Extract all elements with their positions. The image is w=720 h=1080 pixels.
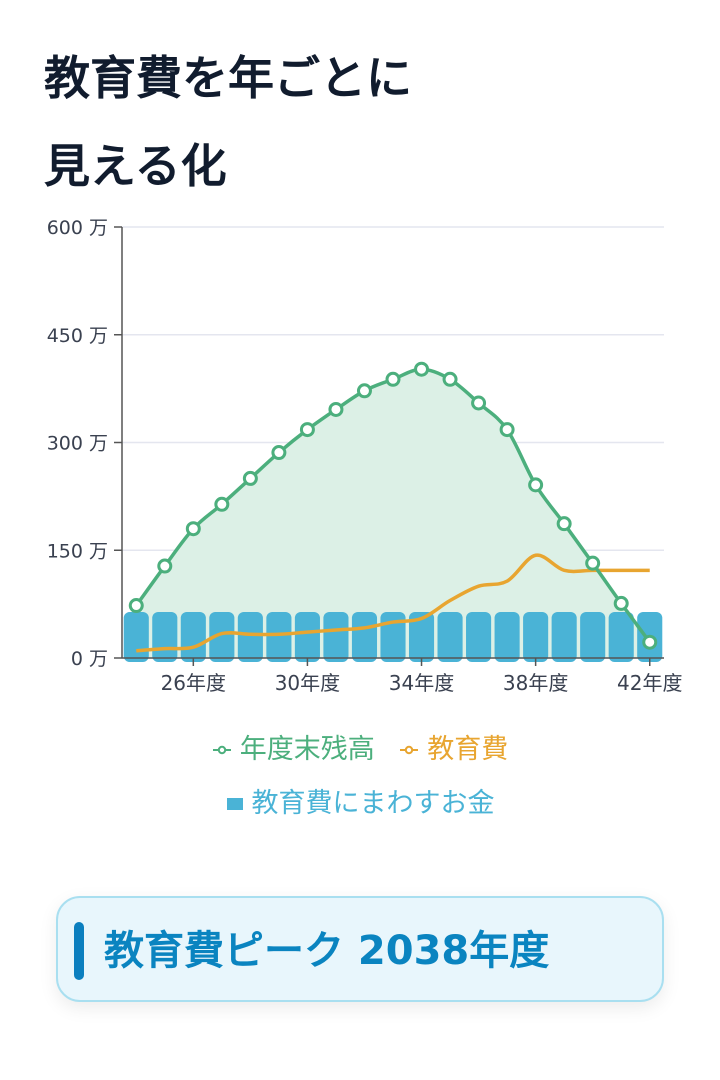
legend-label-balance: 年度末残高 [239, 734, 375, 765]
y-tick-label: 150 万 [47, 540, 108, 562]
balance-point[interactable] [414, 361, 430, 377]
balance-point[interactable] [642, 634, 658, 650]
y-tick-label: 300 万 [47, 433, 108, 455]
allocation-bar[interactable] [180, 612, 206, 662]
peak-info-card: 教育費ピーク 2038年度 [56, 896, 664, 1002]
allocation-bar[interactable] [237, 612, 263, 662]
legend-row-1: 年度末残高 教育費 [0, 728, 720, 770]
x-tick-label: 34年度 [389, 671, 454, 695]
balance-point[interactable] [442, 371, 458, 387]
x-tick-label: 26年度 [161, 671, 226, 695]
balance-point[interactable] [528, 477, 544, 493]
balance-point[interactable] [185, 521, 201, 537]
allocation-bar[interactable] [294, 612, 320, 662]
page-title: 教育費を年ごとに 見える化 [44, 34, 684, 210]
peak-label: 教育費ピーク 2038年度 [104, 928, 550, 974]
balance-point[interactable] [328, 401, 344, 417]
balance-point[interactable] [499, 422, 515, 438]
legend-line-marker-icon [400, 745, 419, 755]
x-tick-label: 30年度 [275, 671, 340, 695]
allocation-bar[interactable] [551, 612, 577, 662]
balance-point[interactable] [242, 470, 258, 486]
education-chart: 0 万 150 万 300 万 450 万 600 万 26年度 30年度 34年度 38年度 4… [47, 217, 683, 695]
legend-item-allocation[interactable]: 教育費にまわすお金 [226, 784, 495, 824]
balance-area-fill [136, 369, 650, 658]
allocation-bar[interactable] [123, 612, 149, 662]
legend-square-marker-icon [226, 798, 243, 810]
y-tick-label: 600 万 [47, 217, 108, 239]
legend-row-2: 教育費にまわすお金 [0, 783, 720, 824]
page-title-line1: 教育費を年ごとに [44, 51, 412, 105]
balance-point[interactable] [556, 516, 572, 532]
allocation-bar[interactable] [152, 612, 178, 662]
legend-label-expense: 教育費 [427, 734, 509, 765]
x-tick-label: 42年度 [617, 671, 682, 695]
balance-point[interactable] [471, 395, 487, 411]
expense-line [136, 553, 650, 653]
legend-item-balance[interactable]: 年度末残高 [212, 730, 375, 770]
expense-series [136, 553, 650, 653]
balance-point[interactable] [157, 558, 173, 574]
axes: 0 万 150 万 300 万 450 万 600 万 26年度 30年度 34年度 38年度 4… [47, 217, 683, 695]
allocation-bar[interactable] [494, 612, 520, 662]
legend-line-marker-icon [212, 745, 231, 755]
balance-point[interactable] [385, 371, 401, 387]
allocation-bar[interactable] [437, 612, 463, 662]
allocation-bars [123, 612, 663, 662]
allocation-bar[interactable] [408, 612, 435, 662]
card-accent-bar [74, 922, 84, 980]
allocation-bar[interactable] [608, 612, 634, 662]
balance-point[interactable] [214, 496, 230, 512]
allocation-bar[interactable] [523, 612, 549, 662]
y-tick-label: 0 万 [71, 648, 108, 670]
y-tick-label: 450 万 [47, 325, 108, 347]
balance-series [128, 361, 658, 650]
balance-point[interactable] [585, 555, 601, 571]
allocation-bar[interactable] [466, 612, 492, 662]
balance-area [136, 369, 650, 658]
legend-label-allocation: 教育費にまわすお金 [251, 788, 495, 819]
allocation-bar[interactable] [351, 612, 378, 662]
balance-point[interactable] [128, 598, 144, 614]
allocation-bar[interactable] [266, 612, 292, 662]
balance-point[interactable] [299, 422, 315, 438]
allocation-bar[interactable] [580, 612, 606, 662]
page-title-line2: 見える化 [44, 139, 227, 193]
balance-point[interactable] [613, 595, 629, 611]
balance-point[interactable] [271, 445, 287, 461]
allocation-bar[interactable] [380, 612, 406, 662]
x-tick-label: 38年度 [503, 671, 568, 695]
balance-point[interactable] [356, 383, 372, 399]
allocation-bar[interactable] [323, 612, 349, 662]
legend-item-expense[interactable]: 教育費 [399, 730, 508, 770]
allocation-bar[interactable] [209, 612, 235, 662]
